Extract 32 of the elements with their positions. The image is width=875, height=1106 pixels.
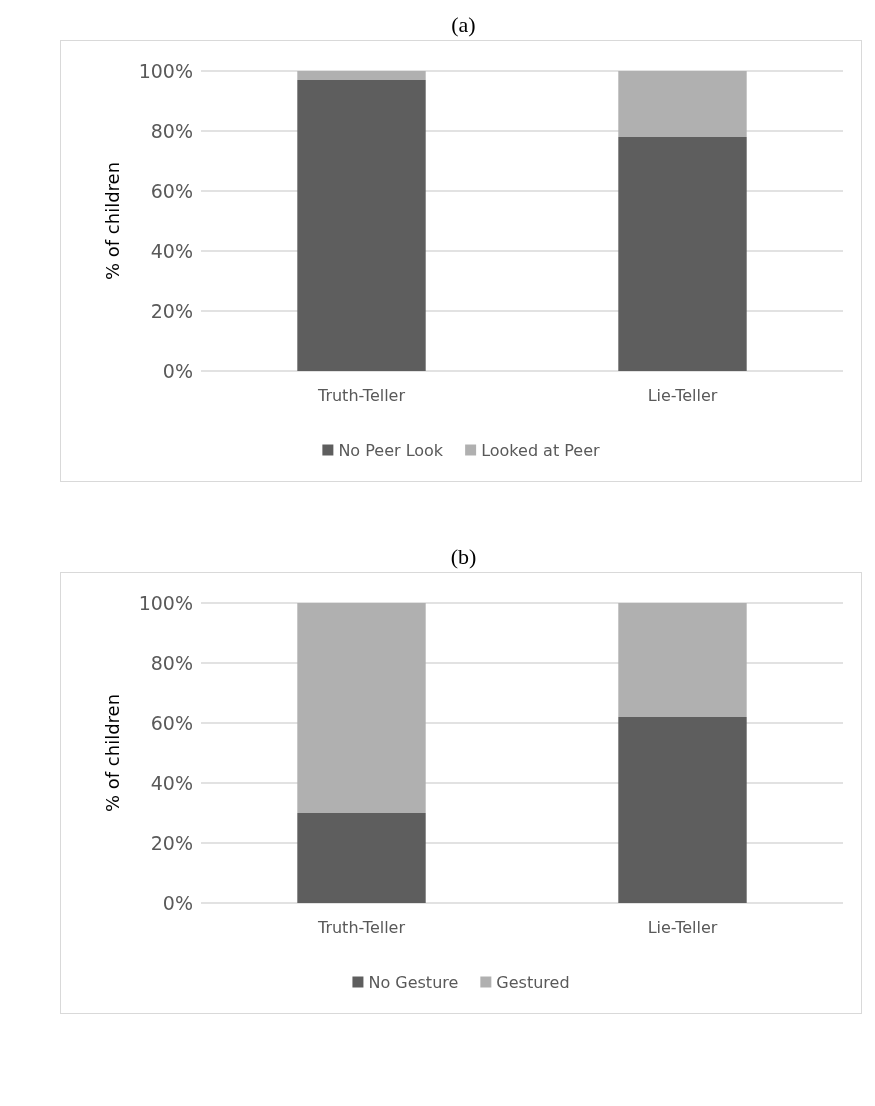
bar — [618, 137, 747, 371]
y-tick-label: 60% — [150, 712, 193, 734]
x-tick-label: Lie-Teller — [647, 917, 718, 937]
x-tick-label: Truth-Teller — [316, 385, 406, 405]
y-tick-label: 100% — [138, 60, 193, 82]
y-tick-label: 80% — [150, 120, 193, 142]
y-axis-title: % of children — [101, 161, 123, 281]
bar — [618, 717, 747, 903]
bar — [618, 603, 747, 717]
bar — [297, 80, 426, 371]
y-tick-label: 80% — [150, 652, 193, 674]
chart-title: (a) — [450, 11, 477, 39]
bar — [618, 71, 747, 137]
legend-label: No Peer Look — [338, 440, 444, 460]
x-tick-label: Lie-Teller — [647, 385, 718, 405]
legend-label: No Gesture — [368, 972, 459, 992]
y-tick-label: 60% — [150, 180, 193, 202]
y-tick-label: 20% — [150, 300, 193, 322]
bar — [297, 813, 426, 903]
y-axis-title: % of children — [101, 693, 123, 813]
y-tick-label: 20% — [150, 832, 193, 854]
y-tick-label: 40% — [150, 772, 193, 794]
chart-title: (b) — [449, 543, 478, 571]
legend-label: Looked at Peer — [481, 440, 601, 460]
legend-label: Gestured — [496, 972, 570, 992]
y-tick-label: 0% — [162, 360, 193, 382]
x-tick-label: Truth-Teller — [316, 917, 406, 937]
y-tick-label: 0% — [162, 892, 193, 914]
bar — [297, 603, 426, 813]
y-tick-label: 40% — [150, 240, 193, 262]
bar — [297, 71, 426, 80]
y-tick-label: 100% — [138, 592, 193, 614]
